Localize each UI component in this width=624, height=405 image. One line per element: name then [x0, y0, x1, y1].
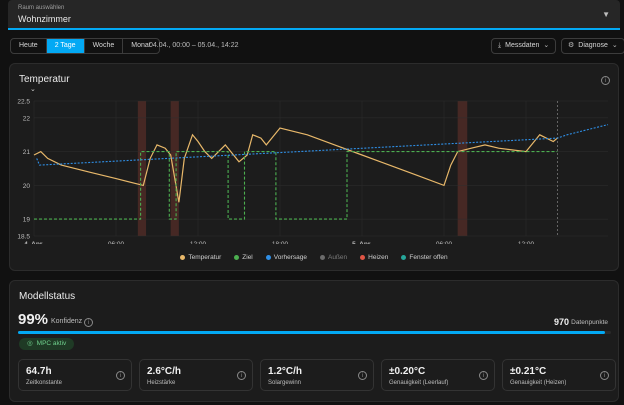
metric-label: Zeitkonstante [26, 380, 63, 386]
gear-icon: ⚙ [568, 42, 575, 49]
metric-tile-genauigkeit-leerlauf: ±0.20°C Genauigkeit (Leerlauf) i [381, 359, 495, 391]
info-icon[interactable]: i [358, 371, 367, 380]
y-tick-label: 19 [23, 217, 31, 224]
x-tick-label: 4. Apr. [24, 241, 44, 244]
series-line-ziel [34, 151, 558, 220]
range-button-monat[interactable]: Monat [131, 42, 151, 49]
metric-label: Genauigkeit (Leerlauf) [389, 380, 449, 386]
range-button-heute[interactable]: Heute [11, 39, 47, 53]
messdaten-label: Messdaten [505, 42, 540, 49]
x-tick-label: 18:00 [272, 241, 289, 244]
x-tick-label: 12:00 [190, 241, 207, 244]
metric-tile-solargewinn: 1.2°C/h Solargewinn i [260, 359, 374, 391]
confidence-progress-fill [18, 331, 606, 334]
x-tick-label: 06:00 [436, 241, 453, 244]
y-tick-label: 18.5 [17, 234, 30, 241]
data-points-label: Datenpunkte [571, 319, 608, 326]
room-select-label: Raum auswählen [18, 5, 65, 11]
caret-down-icon: ▼ [602, 10, 610, 19]
mpc-status-badge: ◎ MPC aktiv [19, 338, 75, 350]
y-tick-label: 22 [23, 115, 31, 122]
range-button-group: Heute 2 Tage Woche Monat [10, 38, 160, 54]
legend-dot [180, 255, 186, 260]
confidence-value: 99% [18, 311, 49, 328]
metric-value: 2.6°C/h [147, 366, 182, 377]
metric-tile-heizstaerke: 2.6°C/h Heizstärke i [139, 359, 253, 391]
diagnose-label: Diagnose [578, 42, 608, 49]
series-line-temperatur [33, 127, 558, 203]
temperature-chart: 18.5 19 20 21 22 22.5 4. Apr. 06:00 12:00 18:00 5.… [17, 99, 609, 244]
range-button-woche[interactable]: Woche [85, 39, 124, 53]
legend-item-ziel[interactable]: Ziel [234, 254, 253, 261]
download-icon: ⤓ [498, 42, 502, 49]
metric-value: ±0.20°C [389, 366, 426, 377]
chevron-down-icon: ⌄ [611, 42, 618, 49]
legend-item-fenster-offen[interactable]: Fenster offen [401, 254, 448, 261]
metric-value: ±0.21°C [510, 366, 547, 377]
confidence-progress-bar [18, 331, 611, 334]
metric-label: Heizstärke [147, 380, 176, 386]
diagnose-button[interactable]: ⚙ Diagnose ⌄ [561, 38, 624, 54]
metric-value: 1.2°C/h [268, 366, 303, 377]
info-icon[interactable]: i [237, 371, 246, 380]
room-select[interactable]: Raum auswählen Wohnzimmer ▼ [8, 0, 620, 30]
y-tick-label: 22.5 [17, 99, 30, 106]
legend-item-temperatur[interactable]: Temperatur [180, 254, 221, 261]
metric-label: Solargewinn [268, 380, 302, 386]
info-icon[interactable]: i [479, 371, 488, 380]
metric-label: Genauigkeit (Heizen) [510, 380, 567, 386]
room-select-value: Wohnzimmer [18, 14, 71, 24]
metric-tile-genauigkeit-heizen: ±0.21°C Genauigkeit (Heizen) i [502, 359, 616, 391]
data-points-value: 970 [553, 317, 569, 327]
series-line-vorhersage [36, 124, 609, 166]
metric-tile-zeitkonstante: 64.7h Zeitkonstante i [18, 359, 132, 391]
legend-dot [265, 255, 271, 260]
x-tick-label: 12:00 [518, 241, 535, 244]
heizen-band [457, 101, 468, 236]
chevron-down-icon: ⌄ [543, 42, 550, 49]
model-status-card: Modellstatus 99% Konfidenz i 970 Datenpu… [9, 280, 619, 402]
legend-item-aussen[interactable]: Außen [320, 254, 347, 261]
info-icon[interactable]: i [84, 318, 93, 327]
temperature-card: Temperatur ⌄ i 18.5 19 20 21 22 22.5 4. Apr. 06… [9, 63, 619, 271]
info-icon[interactable]: i [601, 76, 610, 85]
model-status-title: Modellstatus [19, 291, 76, 302]
chevron-down-icon[interactable]: ⌄ [30, 86, 36, 93]
model-metrics: 64.7h Zeitkonstante i 2.6°C/h Heizstärke… [18, 359, 616, 391]
info-icon[interactable]: i [600, 371, 609, 380]
chart-legend: Temperatur Ziel Vorhersage Außen Heizen … [10, 254, 618, 261]
legend-item-vorhersage[interactable]: Vorhersage [265, 254, 307, 261]
info-icon[interactable]: i [116, 371, 125, 380]
brain-icon: ◎ [27, 340, 33, 347]
legend-dot [360, 255, 366, 260]
range-button-2-tage[interactable]: 2 Tage [46, 39, 85, 53]
x-tick-label: 06:00 [108, 241, 125, 244]
temperature-title: Temperatur [19, 74, 70, 85]
heizen-band [170, 101, 179, 236]
mpc-label: MPC aktiv [36, 340, 67, 347]
messdaten-button[interactable]: ⤓ Messdaten ⌄ [491, 38, 557, 54]
y-tick-label: 20 [23, 183, 31, 190]
legend-dot [401, 255, 407, 260]
confidence-label: Konfidenz [51, 318, 83, 325]
legend-dot [234, 255, 240, 260]
metric-value: 64.7h [26, 366, 52, 377]
x-tick-label: 5. Apr. [352, 241, 372, 244]
legend-item-heizen[interactable]: Heizen [360, 254, 388, 261]
range-text: 04.04., 00:00 – 05.04., 14:22 [149, 42, 239, 49]
legend-dot [320, 255, 326, 260]
heizen-band [137, 101, 147, 236]
y-tick-label: 21 [23, 149, 31, 156]
